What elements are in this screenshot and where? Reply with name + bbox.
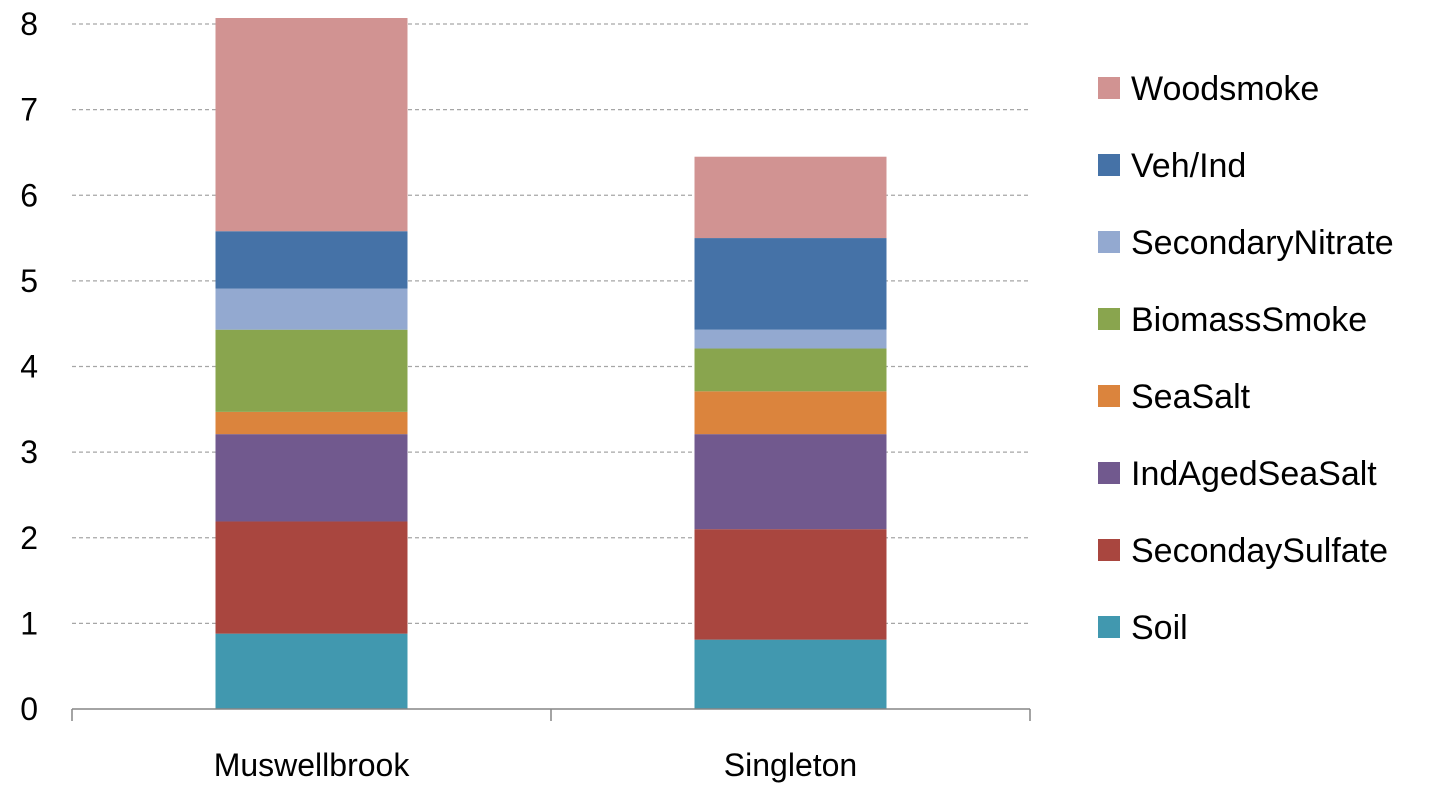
- legend-label-seasalt: SeaSalt: [1131, 378, 1251, 416]
- legend-swatch-biomasssmoke: [1098, 308, 1120, 330]
- y-tick-label: 6: [20, 177, 38, 213]
- legend-swatch-soil: [1098, 616, 1120, 638]
- bar-segment-biomasssmoke-muswellbrook: [215, 329, 408, 412]
- y-tick-label: 4: [20, 349, 38, 385]
- y-tick-label: 7: [20, 92, 38, 128]
- bar-segment-secondarynitrate-muswellbrook: [215, 288, 408, 330]
- bar-segment-indagedseasalt-muswellbrook: [215, 434, 408, 522]
- legend-swatch-veh-ind: [1098, 154, 1120, 176]
- bar-segment-woodsmoke-singleton: [694, 156, 887, 239]
- legend-label-soil: Soil: [1131, 609, 1188, 647]
- legend-swatch-secondaysulfate: [1098, 539, 1120, 561]
- legend-swatch-seasalt: [1098, 385, 1120, 407]
- bar-segment-indagedseasalt-singleton: [694, 434, 887, 530]
- bar-segment-soil-singleton: [694, 639, 887, 709]
- x-tick-label: Singleton: [724, 747, 857, 783]
- legend: Woodsmoke Veh/Ind SecondaryNitrate BiomassS…: [1098, 70, 1394, 647]
- y-tick-label: 8: [20, 6, 38, 42]
- legend-label-indagedseasalt: IndAgedSeaSalt: [1131, 455, 1377, 493]
- x-tick-label: Muswellbrook: [214, 747, 411, 783]
- bar-segment-veh-ind-muswellbrook: [215, 231, 408, 289]
- bar-segment-woodsmoke-muswellbrook: [215, 18, 408, 232]
- legend-label-woodsmoke: Woodsmoke: [1131, 70, 1319, 108]
- bars: [215, 18, 887, 709]
- bar-segment-secondaysulfate-muswellbrook: [215, 521, 408, 634]
- bar-segment-secondarynitrate-singleton: [694, 329, 887, 349]
- y-tick-label: 0: [20, 691, 38, 727]
- legend-label-veh-ind: Veh/Ind: [1131, 147, 1246, 185]
- bar-segment-seasalt-muswellbrook: [215, 411, 408, 435]
- axes: 0 1 2 3 4 5 6 7 8 Muswellbrook Singleton: [20, 6, 1031, 783]
- legend-label-secondaysulfate: SecondaySulfate: [1131, 532, 1388, 570]
- legend-label-biomasssmoke: BiomassSmoke: [1131, 301, 1367, 339]
- y-tick-label: 3: [20, 434, 38, 470]
- legend-swatch-secondarynitrate: [1098, 231, 1120, 253]
- bar-segment-biomasssmoke-singleton: [694, 348, 887, 392]
- legend-label-secondarynitrate: SecondaryNitrate: [1131, 224, 1394, 262]
- bar-segment-secondaysulfate-singleton: [694, 529, 887, 640]
- bar-segment-seasalt-singleton: [694, 391, 887, 435]
- y-tick-label: 1: [20, 605, 38, 641]
- legend-swatch-indagedseasalt: [1098, 462, 1120, 484]
- bar-segment-soil-muswellbrook: [215, 633, 408, 709]
- bar-segment-veh-ind-singleton: [694, 238, 887, 330]
- y-tick-label: 5: [20, 263, 38, 299]
- legend-swatch-woodsmoke: [1098, 77, 1120, 99]
- y-tick-label: 2: [20, 520, 38, 556]
